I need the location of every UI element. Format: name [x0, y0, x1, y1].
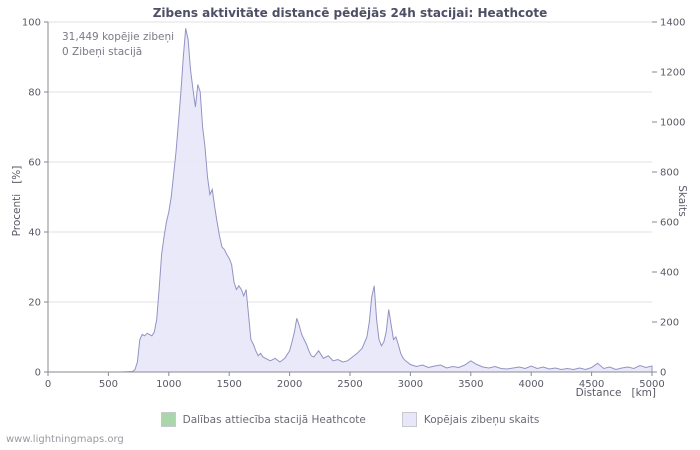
svg-text:400: 400: [660, 268, 679, 279]
svg-text:5000: 5000: [639, 379, 664, 390]
svg-text:0: 0: [45, 379, 51, 390]
svg-text:0: 0: [35, 368, 41, 379]
legend-swatch-green: [160, 412, 176, 427]
svg-text:1000: 1000: [156, 379, 181, 390]
svg-text:60: 60: [28, 158, 41, 169]
svg-text:4000: 4000: [518, 379, 543, 390]
svg-text:200: 200: [660, 318, 679, 329]
legend-swatch-lavender: [401, 412, 417, 427]
area-series: [48, 28, 653, 373]
svg-text:4500: 4500: [579, 379, 604, 390]
svg-text:1000: 1000: [660, 118, 685, 129]
left-axis-label: Procenti [%]: [11, 165, 23, 237]
svg-text:600: 600: [660, 218, 679, 229]
legend-item-total-count: Kopējais zibeņu skaits: [401, 412, 540, 427]
svg-text:800: 800: [660, 168, 679, 179]
legend-item-station-ratio: Dalības attiecība stacijā Heathcote: [160, 412, 366, 427]
svg-text:1200: 1200: [660, 68, 685, 79]
chart-legend: Dalības attiecība stacijā Heathcote Kopē…: [0, 412, 700, 427]
svg-text:3000: 3000: [398, 379, 423, 390]
legend-label-total-count: Kopējais zibeņu skaits: [423, 413, 540, 426]
annotation-total-strikes: 31,449 kopējie zibeņi: [62, 31, 175, 43]
svg-text:2500: 2500: [337, 379, 362, 390]
x-axis-label: Distance [km]: [575, 387, 656, 399]
chart-title: Zibens aktivitāte distancē pēdējās 24h s…: [152, 6, 548, 20]
svg-text:1500: 1500: [216, 379, 241, 390]
svg-text:20: 20: [28, 298, 41, 309]
annotation-station-strikes: 0 Zibeņi stacijā: [62, 46, 143, 58]
legend-label-station-ratio: Dalības attiecība stacijā Heathcote: [182, 413, 366, 426]
chart-annotation: 31,449 kopējie zibeņi 0 Zibeņi stacijā: [62, 30, 174, 60]
svg-text:1400: 1400: [660, 18, 685, 29]
svg-text:0: 0: [660, 368, 666, 379]
svg-text:40: 40: [28, 228, 41, 239]
watermark-link[interactable]: www.lightningmaps.org: [6, 434, 124, 445]
svg-text:100: 100: [22, 18, 41, 29]
svg-text:2000: 2000: [277, 379, 302, 390]
right-axis-label: Skaits: [676, 185, 688, 217]
svg-text:80: 80: [28, 88, 41, 99]
svg-text:500: 500: [99, 379, 118, 390]
svg-text:3500: 3500: [458, 379, 483, 390]
